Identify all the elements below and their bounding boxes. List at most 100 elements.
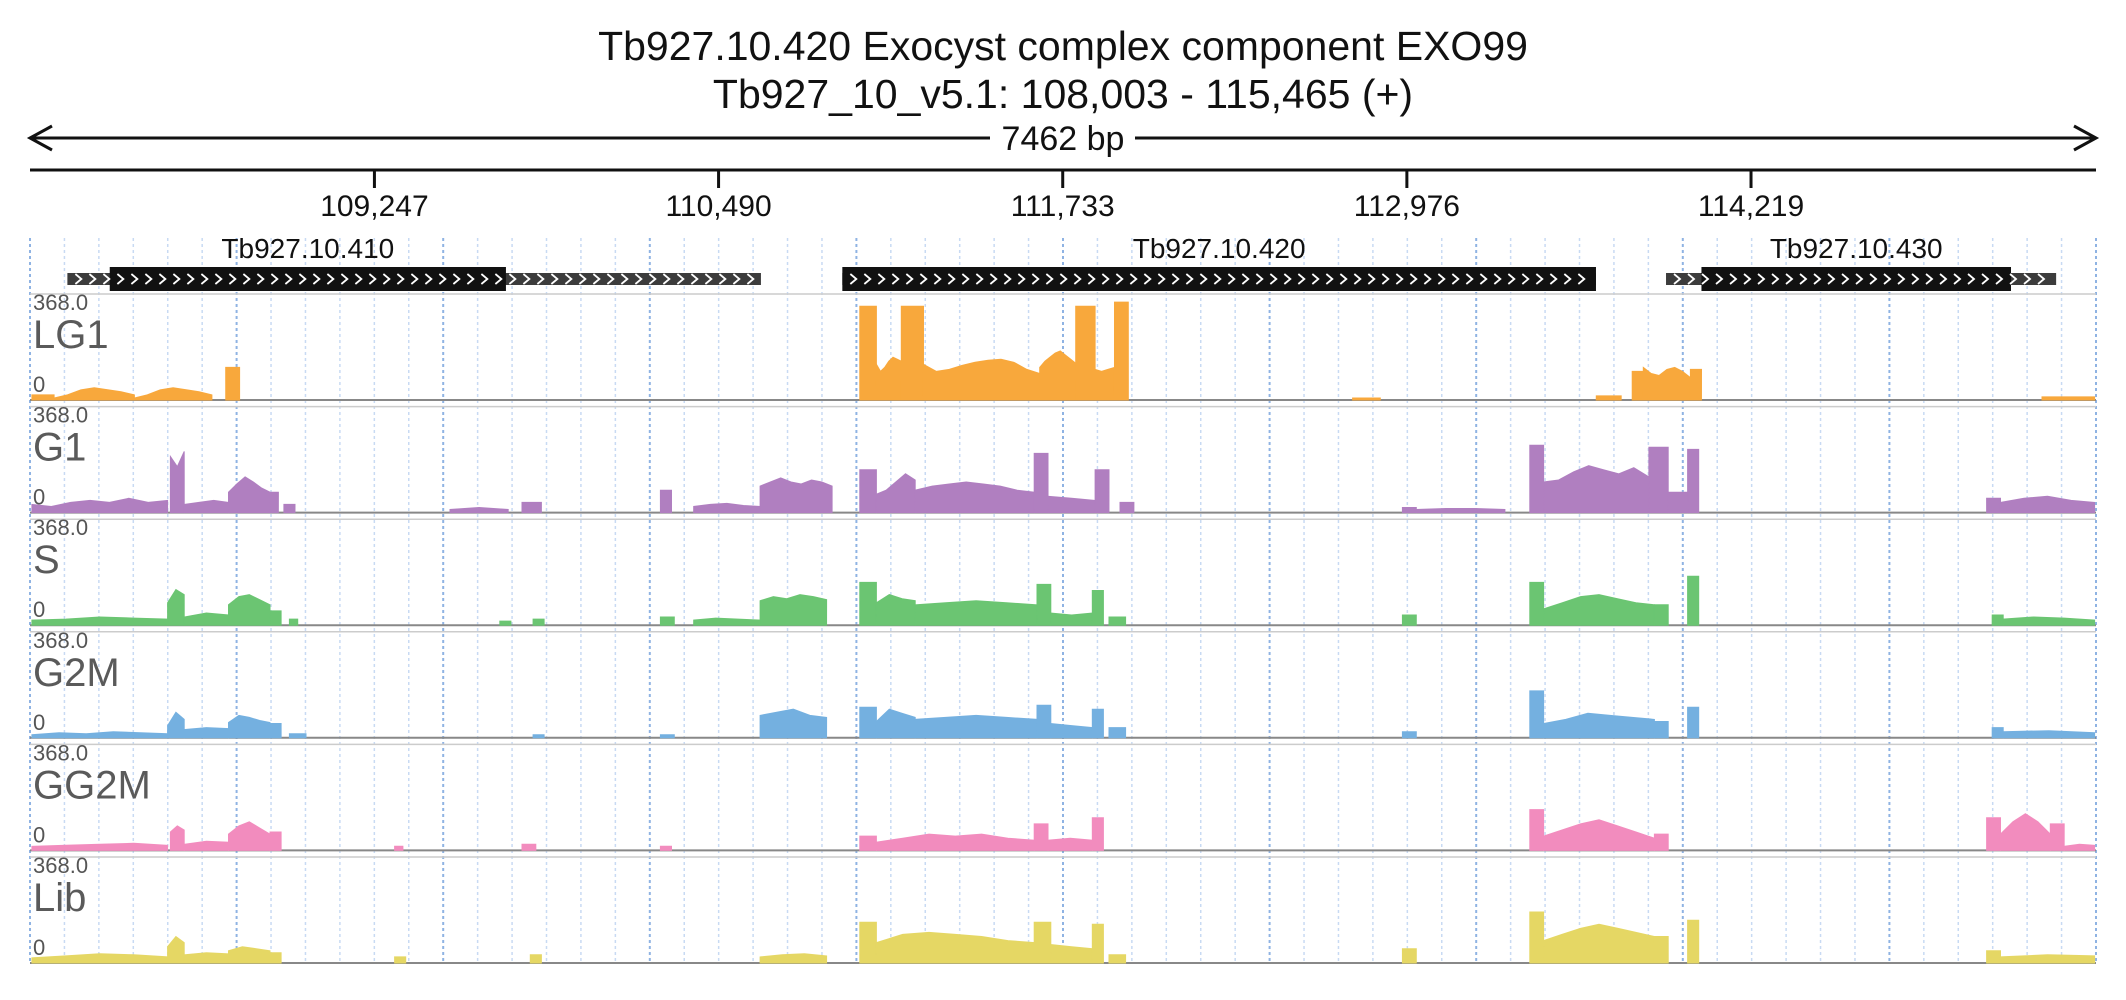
coverage-area-17 [1999,813,2051,851]
strand-chevron-icon [1743,273,1752,285]
track-max-label: 368.0 [33,853,88,878]
strand-chevron-icon [1283,273,1292,285]
strand-chevron-icon [606,273,615,285]
coverage-area-13 [1595,395,1622,401]
coverage-area-8 [859,921,877,964]
gene-Tb927.10.430: Tb927.10.430 [1666,233,2057,291]
coverage-area-6 [900,305,925,401]
strand-chevron-icon [1869,273,1878,285]
coverage-area-15 [1653,833,1669,851]
coverage-area-0 [31,394,55,401]
strand-chevron-icon [438,273,447,285]
coverage-area-4 [269,723,282,739]
track-name-label: G1 [33,426,86,470]
gene-cds-bar [109,267,506,291]
strand-chevron-icon [144,273,153,285]
strand-chevron-icon [270,273,279,285]
coverage-area-2 [133,387,213,401]
coverage-area-8 [659,616,675,626]
span-length-label: 7462 bp [1002,120,1125,158]
coverage-area-13 [914,600,1038,626]
coverage-area-21 [1991,727,2004,739]
coverage-area-20 [1543,594,1655,626]
strand-chevron-icon [74,273,83,285]
strand-chevron-icon [1241,273,1250,285]
strand-chevron-icon [242,273,251,285]
coverage-area-2 [183,612,230,626]
coverage-area-9 [1075,305,1096,401]
strand-chevron-icon [312,273,321,285]
coverage-area-10 [1033,921,1052,964]
strand-chevron-icon [1577,273,1586,285]
coverage-area-10 [759,477,833,514]
coverage-area-8 [1039,350,1077,401]
coverage-area-26 [1999,495,2096,514]
coverage-area-0 [31,842,169,851]
coverage-area-20 [1687,706,1700,739]
track-min-label: 0 [33,710,45,735]
track-max-label: 368.0 [33,290,88,315]
coverage-area-5 [288,733,307,739]
strand-chevron-icon [480,273,489,285]
coverage-area-17 [2041,396,2096,401]
strand-chevron-icon [1785,273,1794,285]
coverage-area-15 [1642,366,1691,401]
coverage-area-12 [1091,923,1104,964]
strand-chevron-icon [1297,273,1306,285]
gene-label: Tb927.10.430 [1770,233,1943,264]
strand-chevron-icon [1423,273,1432,285]
coverage-area-8 [659,489,673,514]
coverage-area-12 [1352,397,1381,401]
coverage-area-22 [1687,575,1700,626]
coverage-area-1 [169,825,185,851]
strand-chevron-icon [1171,273,1180,285]
coverage-area-16 [1094,469,1110,514]
gene-label: Tb927.10.420 [1133,233,1306,264]
coverage-area-19 [1986,950,2002,964]
coverage-area-18 [1401,507,1417,514]
coverage-area-9 [875,833,1035,851]
strand-chevron-icon [564,273,573,285]
strand-chevron-icon [1897,273,1906,285]
gene-Tb927.10.420: Tb927.10.420 [842,233,1596,291]
coverage-area-7 [922,358,1041,401]
strand-chevron-icon [424,273,433,285]
coverage-area-17 [1653,936,1669,964]
coverage-area-16 [1091,590,1104,626]
strand-chevron-icon [382,273,391,285]
coverage-area-21 [1543,465,1650,514]
strand-chevron-icon [1185,273,1194,285]
track-max-label: 368.0 [33,628,88,653]
span-indicator: 7462 bp [26,120,2100,158]
strand-chevron-icon [704,273,713,285]
track-name-label: Lib [33,876,86,920]
strand-chevron-icon [1129,273,1138,285]
coverage-area-10 [759,594,828,626]
coverage-area-11 [859,469,877,514]
strand-chevron-icon [284,273,293,285]
coverage-area-3 [225,366,241,401]
strand-chevron-icon [298,273,307,285]
coverage-area-11 [859,581,877,626]
gene-Tb927.10.410: Tb927.10.410 [67,233,761,291]
strand-chevron-icon [522,273,531,285]
strand-chevron-icon [1157,273,1166,285]
strand-chevron-icon [1381,273,1390,285]
coverage-area-1 [53,387,135,401]
strand-chevron-icon [1757,273,1766,285]
ruler-tick-label-1: 110,490 [665,190,771,223]
strand-chevron-icon [1045,273,1054,285]
coverage-area-1 [167,711,185,739]
strand-chevron-icon [158,273,167,285]
strand-chevron-icon [1521,273,1530,285]
strand-chevron-icon [634,273,643,285]
strand-chevron-icon [1883,273,1892,285]
coverage-area-7 [521,501,542,514]
coverage-area-12 [1036,704,1052,739]
coverage-area-23 [1991,614,2004,626]
ruler-tick-label-2: 111,733 [1011,190,1115,223]
track-min-label: 0 [33,822,45,847]
